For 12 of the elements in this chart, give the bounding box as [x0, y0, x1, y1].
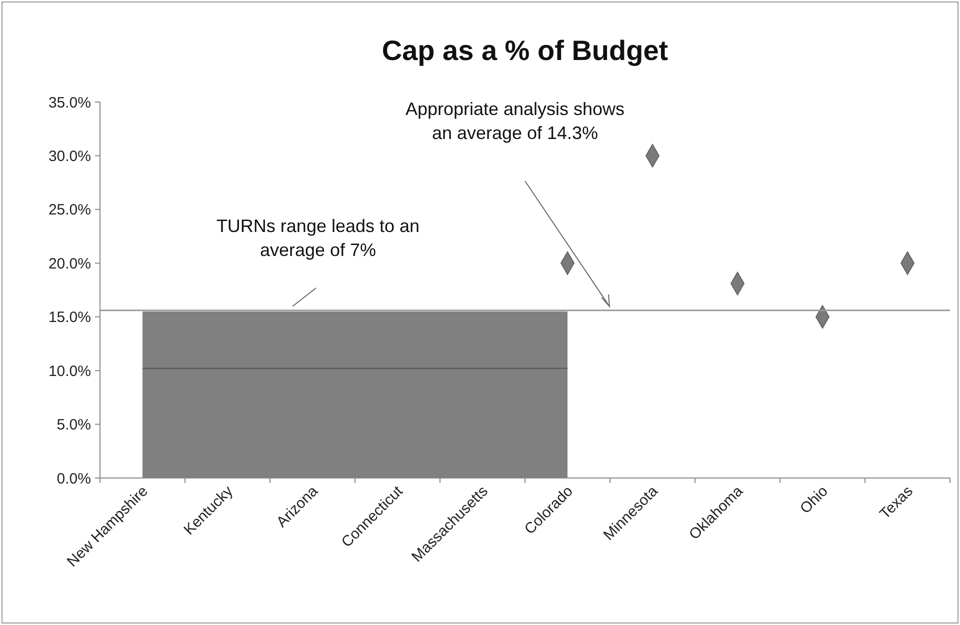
- y-tick-label: 35.0%: [48, 94, 91, 112]
- y-tick-label: 20.0%: [48, 255, 91, 272]
- y-tick-label: 15.0%: [48, 309, 91, 326]
- x-tick-label: Ohio: [796, 482, 832, 518]
- annotation: Appropriate analysis shows an average of 14.3%: [405, 99, 625, 143]
- y-tick-label: 0.0%: [56, 470, 91, 488]
- y-tick-label: 30.0%: [48, 148, 91, 165]
- y-tick-label: 5.0%: [56, 416, 91, 434]
- chart-title: Cap as a % of Budget: [382, 35, 668, 66]
- y-tick-label: 25.0%: [48, 202, 91, 219]
- y-tick-label: 10.0%: [48, 362, 91, 380]
- annotation: TURNs range leads to an average of 7%: [216, 216, 420, 260]
